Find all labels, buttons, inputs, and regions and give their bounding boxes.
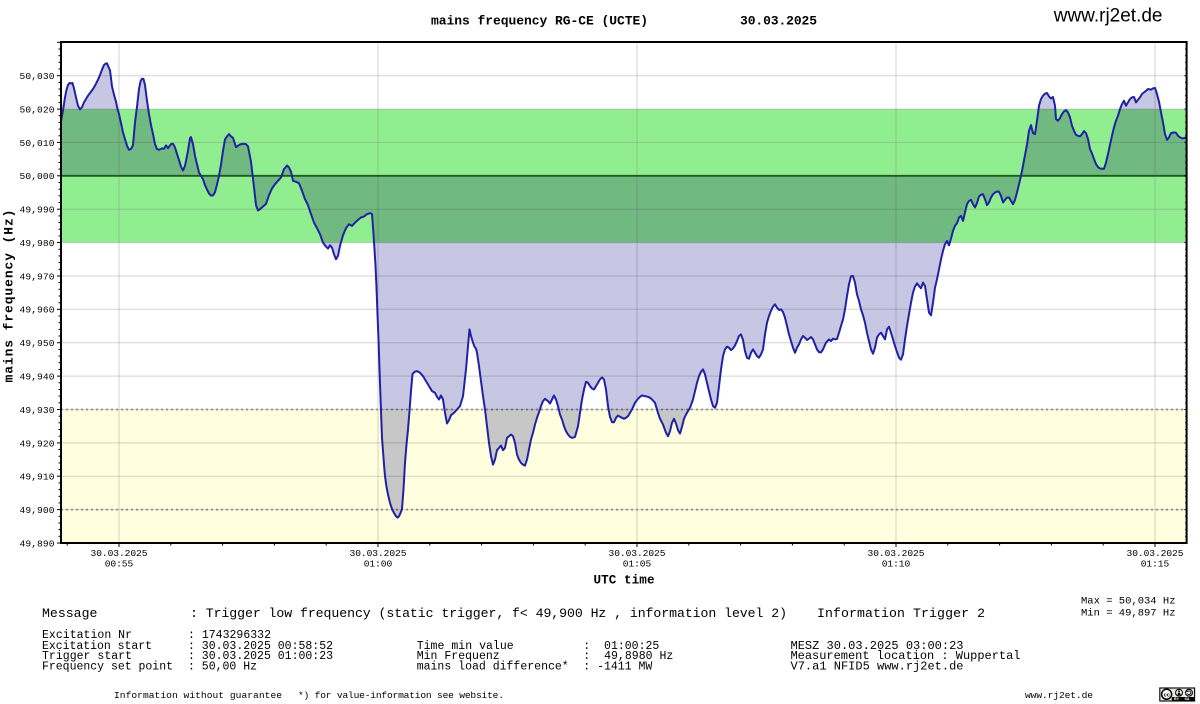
svg-text:49,890: 49,890 (20, 538, 55, 549)
svg-text:50,020: 50,020 (20, 105, 55, 116)
svg-text:Information Trigger 2: Information Trigger 2 (817, 606, 985, 621)
svg-text:: Trigger low frequency (stati: : Trigger low frequency (static trigger,… (190, 606, 787, 621)
svg-text:30.03.2025: 30.03.2025 (740, 14, 817, 29)
svg-text:49,930: 49,930 (20, 405, 55, 416)
svg-text:Information without guarantee: Information without guarantee (114, 690, 282, 701)
svg-text:Excitation start: Excitation start (42, 640, 152, 653)
svg-text:www.rj2et.de: www.rj2et.de (1025, 690, 1093, 701)
svg-text:mains load difference*: mains load difference* (417, 661, 569, 674)
svg-text:: -1411 MW: : -1411 MW (583, 661, 652, 674)
svg-text:*) for value-information see w: *) for value-information see website. (298, 690, 504, 701)
svg-text:: 01:00:25: : 01:00:25 (583, 640, 659, 653)
svg-text:49,910: 49,910 (20, 472, 55, 483)
svg-text:49,920: 49,920 (20, 438, 55, 449)
svg-text:Min = 49,897 Hz: Min = 49,897 Hz (1081, 607, 1176, 619)
svg-text:Max = 50,034 Hz: Max = 50,034 Hz (1081, 596, 1176, 608)
svg-text:30.03.2025: 30.03.2025 (91, 548, 148, 559)
svg-text:: 30.03.2025 00:58:52: : 30.03.2025 00:58:52 (188, 640, 333, 653)
svg-text:50,030: 50,030 (20, 71, 55, 82)
svg-text:SA: SA (1185, 697, 1190, 701)
svg-text:Message: Message (42, 606, 97, 621)
svg-text:49,900: 49,900 (20, 505, 55, 516)
svg-text:BY: BY (1174, 697, 1180, 701)
svg-text:30.03.2025: 30.03.2025 (609, 548, 666, 559)
svg-text:Frequency set point: Frequency set point (42, 661, 173, 674)
svg-text:30.03.2025: 30.03.2025 (1127, 548, 1184, 559)
svg-text:Min Frequenz: Min Frequenz (417, 650, 500, 663)
svg-text:Measurement location : Wuppert: Measurement location : Wuppertal (791, 649, 1021, 663)
svg-text:MESZ 30.03.2025 03:00:23: MESZ 30.03.2025 03:00:23 (791, 639, 964, 653)
svg-text:50,010: 50,010 (20, 138, 55, 149)
svg-text:49,990: 49,990 (20, 205, 55, 216)
svg-text:01:15: 01:15 (1141, 559, 1170, 570)
svg-text:Time min value: Time min value (417, 640, 514, 653)
svg-text:49,980: 49,980 (20, 238, 55, 249)
svg-text:30.03.2025: 30.03.2025 (350, 548, 407, 559)
svg-text:30.03.2025: 30.03.2025 (868, 548, 925, 559)
svg-text:: 30.03.2025 01:00:23: : 30.03.2025 01:00:23 (188, 650, 333, 663)
svg-text:mains frequency (Hz): mains frequency (Hz) (2, 210, 17, 383)
svg-text:UTC time: UTC time (594, 574, 655, 588)
svg-text:V7.a1 NFID5 www.rj2et.de: V7.a1 NFID5 www.rj2et.de (791, 660, 964, 674)
svg-text:: 49,8980 Hz: : 49,8980 Hz (583, 650, 673, 663)
svg-text:01:10: 01:10 (882, 559, 911, 570)
svg-text:49,940: 49,940 (20, 372, 55, 383)
svg-text:www.rj2et.de: www.rj2et.de (1053, 6, 1163, 27)
svg-text:01:05: 01:05 (623, 559, 652, 570)
svg-text:Trigger start: Trigger start (42, 650, 132, 663)
svg-text:: 50,00 Hz: : 50,00 Hz (188, 661, 257, 674)
svg-text:Excitation Nr: Excitation Nr (42, 629, 132, 642)
svg-text:50,000: 50,000 (20, 171, 55, 182)
svg-text:00:55: 00:55 (105, 559, 134, 570)
svg-text:: 1743296332: : 1743296332 (188, 629, 271, 642)
svg-text:01:00: 01:00 (364, 559, 393, 570)
svg-text:cc: cc (1164, 692, 1170, 698)
svg-text:49,960: 49,960 (20, 305, 55, 316)
svg-text:mains frequency RG-CE (UCTE): mains frequency RG-CE (UCTE) (431, 14, 648, 29)
svg-text:49,970: 49,970 (20, 271, 55, 282)
svg-text:49,950: 49,950 (20, 338, 55, 349)
